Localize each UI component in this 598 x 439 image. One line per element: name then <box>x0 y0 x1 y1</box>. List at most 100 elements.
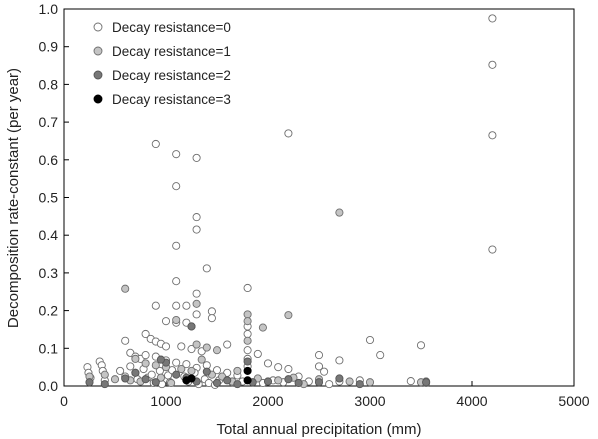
data-point <box>406 377 415 386</box>
data-point <box>314 378 324 387</box>
legend-marker <box>93 22 103 32</box>
data-point <box>131 368 140 377</box>
series-3 <box>182 366 252 385</box>
data-point <box>177 364 186 374</box>
data-point <box>335 356 344 365</box>
y-axis-ticks: 0.0 0.1 0.2 0.3 0.4 0.5 0.6 0.7 0.8 0.9 1.0 <box>39 1 69 394</box>
y-tick-label: 0.8 <box>39 76 59 92</box>
data-point <box>177 342 186 351</box>
y-tick-label: 0.1 <box>39 340 59 356</box>
data-point <box>212 378 222 388</box>
data-point <box>172 277 181 286</box>
x-axis-ticks: 0 1000 2000 3000 4000 5000 <box>60 381 590 409</box>
data-point <box>100 380 109 389</box>
data-point <box>335 208 344 217</box>
x-tick-label: 4000 <box>456 393 487 409</box>
data-point <box>156 355 165 364</box>
x-axis-title: Total annual precipitation (mm) <box>216 421 421 438</box>
legend-label: Decay resistance=3 <box>112 92 231 107</box>
data-point <box>192 225 201 234</box>
data-point <box>243 336 252 345</box>
data-point <box>202 343 211 352</box>
data-point <box>284 375 293 384</box>
data-point <box>141 351 150 360</box>
data-point <box>488 14 497 23</box>
legend-label: Decay resistance=1 <box>112 44 231 59</box>
plot-area-frame <box>63 8 575 387</box>
data-point <box>172 241 181 250</box>
data-point <box>233 380 242 389</box>
data-point <box>182 301 191 310</box>
data-point <box>147 370 156 379</box>
data-point <box>172 358 181 367</box>
data-point <box>223 340 232 349</box>
legend-marker <box>93 46 103 56</box>
legend-marker <box>93 70 103 80</box>
data-point <box>274 376 283 385</box>
data-point <box>121 336 130 345</box>
data-point <box>192 153 201 162</box>
data-point <box>172 150 181 159</box>
data-point <box>197 355 206 364</box>
x-tick-label: 1000 <box>150 393 181 409</box>
data-point <box>263 359 273 368</box>
series-1 <box>85 208 426 389</box>
data-point <box>116 366 125 375</box>
y-tick-label: 1.0 <box>39 1 59 17</box>
legend-marker <box>93 94 103 104</box>
data-point <box>355 380 364 389</box>
data-point <box>192 213 201 222</box>
data-point <box>345 377 354 386</box>
data-point <box>192 299 201 308</box>
data-points <box>83 14 497 389</box>
data-point <box>207 314 216 323</box>
data-point <box>243 346 252 355</box>
data-point <box>365 378 375 387</box>
data-point <box>161 342 171 351</box>
data-point <box>187 322 196 331</box>
x-tick-label: 3000 <box>354 393 385 409</box>
data-point <box>243 357 252 366</box>
data-point <box>141 375 150 384</box>
x-tick-label: 2000 <box>252 393 283 409</box>
data-point <box>172 301 181 310</box>
data-point <box>243 283 252 293</box>
data-point <box>100 370 109 379</box>
data-point <box>182 360 191 369</box>
data-point <box>202 367 211 376</box>
y-tick-label: 0.4 <box>39 227 59 243</box>
data-point <box>192 289 201 298</box>
data-point <box>320 367 329 376</box>
data-point <box>192 310 201 319</box>
data-point <box>243 366 252 375</box>
data-point <box>243 376 252 385</box>
data-point <box>284 311 293 320</box>
data-point <box>121 374 130 383</box>
data-point <box>243 329 252 339</box>
data-point <box>233 366 242 375</box>
data-point <box>314 362 324 371</box>
y-tick-label: 0.9 <box>39 39 59 55</box>
data-point <box>325 380 334 389</box>
y-tick-label: 0.5 <box>39 190 59 206</box>
data-point <box>488 60 497 69</box>
data-point <box>422 378 431 387</box>
data-point <box>167 378 176 388</box>
data-point <box>207 307 216 316</box>
data-point <box>192 340 201 349</box>
data-point <box>161 317 171 326</box>
data-point <box>416 341 426 350</box>
data-point <box>294 378 303 388</box>
data-point <box>376 351 385 360</box>
legend-label: Decay resistance=0 <box>112 20 231 35</box>
data-point <box>187 374 196 383</box>
y-tick-label: 0.2 <box>39 303 59 319</box>
y-tick-label: 0.6 <box>39 152 59 168</box>
data-point <box>110 375 120 384</box>
data-point <box>488 245 497 254</box>
y-tick-label: 0.0 <box>39 378 59 394</box>
x-tick-label: 5000 <box>558 393 589 409</box>
data-point <box>85 378 94 387</box>
data-point <box>151 361 160 370</box>
